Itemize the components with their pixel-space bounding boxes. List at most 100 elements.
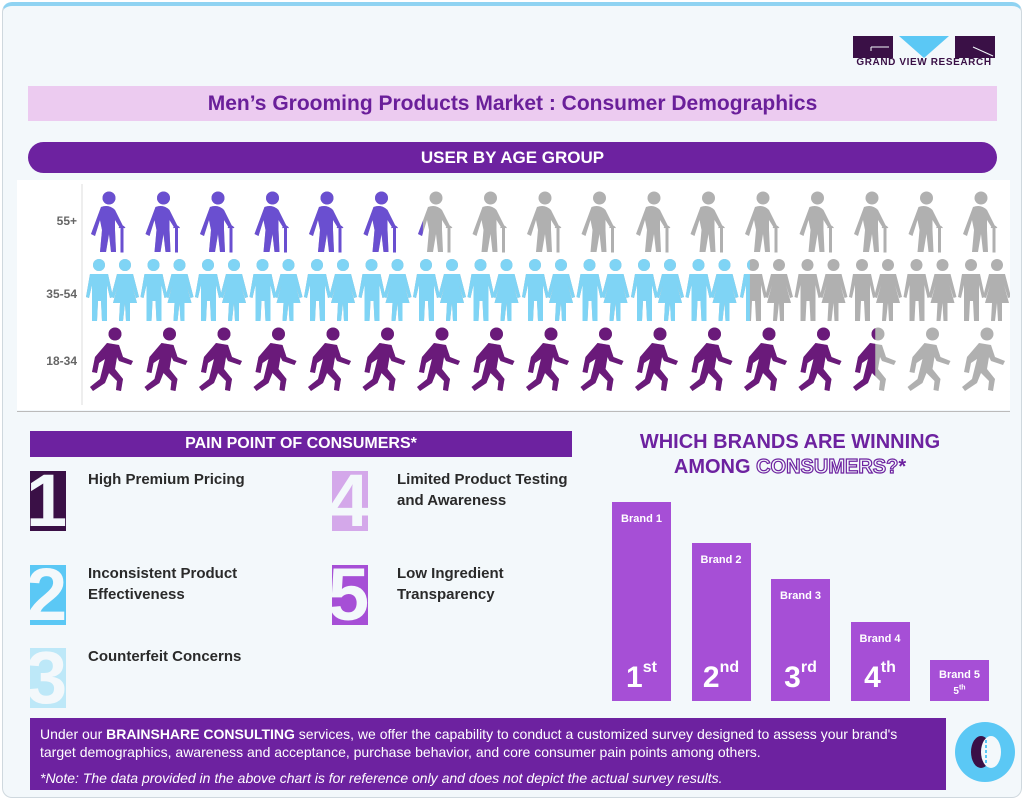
person-icon-filled (631, 259, 684, 321)
pain-number-digit: 3 (30, 648, 66, 708)
pain-number-digit: 2 (30, 565, 66, 625)
brand-title-part: AMONG (673, 456, 757, 478)
pain-number-digit: 5 (332, 565, 368, 625)
brand-title-asterisk: * (898, 456, 907, 478)
footer-text: Under our BRAINSHARE CONSULTING services… (40, 725, 936, 761)
brand-bar: Brand 3 3rd (771, 579, 830, 701)
person-icon-empty (907, 327, 951, 391)
rank-number: 4 (864, 661, 881, 694)
brand-label: Brand 3 (780, 590, 821, 602)
person-icon-filled (144, 327, 188, 391)
person-icon-empty (745, 191, 780, 253)
pictograph-svg (81, 184, 1010, 405)
person-icon-empty (799, 191, 834, 253)
person-icon-empty (794, 259, 848, 321)
brand-bar: Brand 2 2nd (691, 543, 751, 701)
person-icon-filled (200, 191, 235, 253)
person-icon-empty (472, 191, 507, 253)
person-icon-filled (199, 327, 242, 391)
brainshare-consulting: BRAINSHARE CONSULTING (106, 726, 295, 742)
person-icon-filled (413, 259, 466, 321)
person-icon-empty (418, 191, 453, 253)
person-icon-filled (740, 259, 750, 321)
pain-number-digit: 4 (332, 471, 368, 531)
pictograph-row-35-54 (86, 259, 1010, 321)
grand-view-research-logo (853, 36, 995, 58)
person-icon-filled (689, 327, 733, 391)
brand-title-line2: AMONG CONSUMERS?* (610, 455, 970, 480)
rank-number: 1 (626, 661, 643, 694)
pain-point-label: Inconsistent Product Effectiveness (88, 565, 238, 603)
pain-point-label: Low Ingredient Transparency (397, 565, 504, 603)
age-label: 55+ (56, 214, 77, 228)
age-section-header: USER BY AGE GROUP (28, 142, 997, 173)
brand-rank: 4th (851, 659, 910, 695)
person-icon-filled (358, 259, 412, 321)
rank-suffix: th (958, 684, 966, 692)
person-icon-filled (522, 259, 575, 321)
person-icon-empty (962, 327, 1005, 391)
person-icon-filled (145, 191, 180, 253)
person-icon-filled (249, 259, 303, 321)
person-icon-empty (958, 259, 1010, 321)
person-icon-filled (744, 327, 787, 391)
rank-suffix: th (880, 659, 896, 676)
person-icon-filled (308, 327, 351, 391)
brand-rank: 5th (953, 684, 966, 697)
rank-number: 5 (953, 686, 959, 697)
person-icon-filled (253, 327, 297, 391)
person-icon-filled (526, 327, 569, 391)
age-pictograph: 55+ 35-54 18-34 (17, 180, 1010, 410)
person-icon-filled (91, 191, 126, 253)
person-icon-filled (576, 259, 630, 321)
age-label: 18-34 (46, 354, 77, 368)
person-icon-filled (90, 327, 133, 391)
person-icon-empty (527, 191, 562, 253)
pictograph-row-55+ (91, 191, 998, 253)
brand-label: Brand 5 (939, 669, 980, 681)
brain-icon (955, 722, 1015, 782)
person-icon-empty (581, 191, 616, 253)
pain-point-label: High Premium Pricing (88, 471, 245, 488)
person-icon-filled (254, 191, 289, 253)
brand-rank: 1st (612, 659, 671, 695)
rank-number: 3 (784, 661, 801, 694)
pain-number-4: 4 (332, 471, 368, 531)
brand-rank: 2nd (692, 659, 751, 695)
person-icon-filled (309, 191, 344, 253)
person-icon-filled (635, 327, 678, 391)
pain-number-2: 2 (30, 565, 66, 625)
footer-note: *Note: The data provided in the above ch… (40, 770, 723, 786)
pain-point-label: Counterfeit Concerns (88, 648, 242, 665)
person-icon-filled (417, 327, 460, 391)
person-icon-empty (908, 191, 943, 253)
pain-section-header: PAIN POINT OF CONSUMERS* (30, 431, 572, 457)
brand-rank: 3rd (771, 659, 830, 695)
brand-title-line1: WHICH BRANDS ARE WINNING (639, 431, 941, 453)
person-icon-empty (849, 259, 902, 321)
person-icon-filled (304, 259, 357, 321)
person-icon-filled (685, 259, 739, 321)
age-label: 35-54 (46, 287, 77, 301)
divider (17, 411, 1010, 412)
brand-label: Brand 2 (700, 554, 742, 566)
person-icon-empty (903, 259, 957, 321)
person-icon-empty (636, 191, 671, 253)
rank-suffix: st (642, 659, 657, 676)
brand-bar: Brand 4 4th (850, 622, 910, 701)
pictograph-row-18-34 (90, 327, 1005, 391)
person-icon-filled (363, 191, 398, 253)
person-icon-filled (798, 327, 842, 391)
brand-label: Brand 4 (859, 633, 901, 645)
brand-label: Brand 1 (621, 513, 662, 525)
pain-number-digit: 1 (30, 471, 66, 531)
person-icon-filled (580, 327, 624, 391)
page-title: Men’s Grooming Products Market : Consume… (28, 86, 997, 121)
brand-bar: Brand 5 5th (930, 660, 989, 701)
rank-suffix: rd (800, 659, 817, 676)
person-icon-filled (140, 259, 194, 321)
person-icon-filled (362, 327, 406, 391)
brand-title-outlined: CONSUMERS? (755, 455, 899, 478)
pain-point-label: Limited Product Testing and Awareness (397, 471, 568, 509)
person-icon-empty (854, 191, 889, 253)
